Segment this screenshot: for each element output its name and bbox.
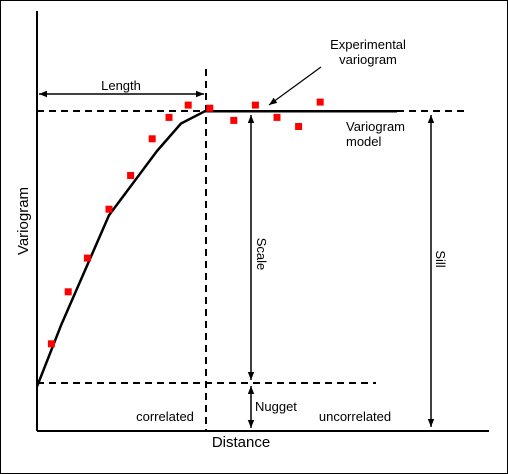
length-label: Length (101, 78, 141, 93)
scale-label: Scale (254, 238, 269, 271)
experimental-point (316, 98, 324, 106)
experimental-label-line2: variogram (339, 52, 397, 67)
experimental-point (251, 101, 259, 109)
x-axis-title: Distance (212, 434, 270, 451)
experimental-point (295, 123, 303, 130)
model-label-line2: model (346, 134, 382, 149)
experimental-point (184, 101, 192, 109)
experimental-point (64, 288, 72, 296)
experimental-point (206, 104, 214, 112)
experimental-point (47, 340, 55, 348)
experimental-point (165, 113, 173, 121)
model-label-line1: Variogram (346, 119, 405, 134)
y-axis-title: Variogram (15, 187, 32, 255)
experimental-point (83, 254, 91, 262)
sill-label: Sill (433, 250, 448, 267)
experimental-points (47, 98, 324, 348)
correlated-label: correlated (136, 409, 194, 424)
experimental-pointer-arrow (268, 66, 322, 106)
experimental-label-line1: Experimental (330, 37, 406, 52)
experimental-point (148, 135, 156, 143)
uncorrelated-label: uncorrelated (319, 409, 391, 424)
experimental-point (273, 113, 281, 121)
nugget-label: Nugget (255, 399, 297, 414)
variogram-model-curve (35, 109, 397, 388)
experimental-point (127, 172, 135, 179)
experimental-point (105, 205, 113, 213)
experimental-point (230, 116, 238, 124)
